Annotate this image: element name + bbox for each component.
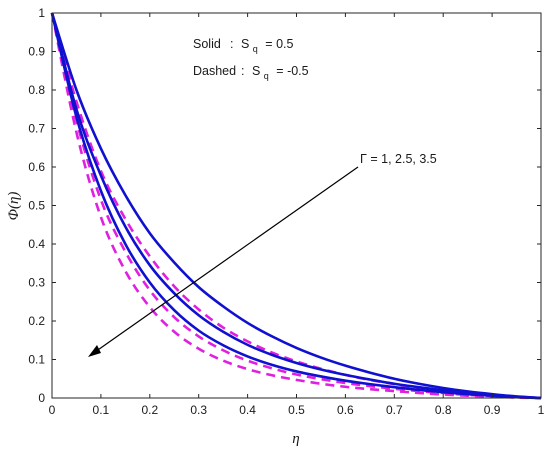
solid-subscript: q [253, 44, 258, 54]
solid-annotation: Solid : S q = 0.5 [193, 37, 293, 55]
gamma-arrow-line [94, 166, 359, 353]
y-tick-label: 0.1 [28, 353, 45, 367]
x-tick-label: 0.8 [435, 403, 452, 417]
x-axis-label: η [292, 431, 299, 447]
x-tick-label: 0.1 [93, 403, 110, 417]
y-tick-label: 0.6 [28, 160, 45, 174]
y-tick-label: 0.4 [28, 237, 45, 251]
solid-separator: : [230, 37, 233, 51]
y-tick-label: 0.8 [28, 83, 45, 97]
dashed-subscript: q [264, 71, 269, 81]
y-tick-label: 0 [38, 391, 45, 405]
x-tick-label: 0.5 [288, 403, 305, 417]
dashed-value: = -0.5 [276, 64, 308, 78]
solid-value: = 0.5 [265, 37, 293, 51]
solid-symbol: S [241, 37, 249, 51]
x-tick-label: 0.6 [337, 403, 354, 417]
gamma-arrow: Γ = 1, 2.5, 3.5 [88, 152, 437, 357]
y-tick-label: 0.9 [28, 45, 45, 59]
dashed-separator: : [241, 64, 244, 78]
x-tick-label: 0.9 [484, 403, 501, 417]
dashed-symbol: S [252, 64, 260, 78]
x-tick-label: 0.3 [190, 403, 207, 417]
y-tick-label: 1 [38, 6, 45, 20]
gamma-arrow-label: Γ = 1, 2.5, 3.5 [360, 152, 437, 166]
y-tick-label: 0.2 [28, 314, 45, 328]
y-axis-label: Φ(η) [6, 192, 22, 221]
dashed-annotation: Dashed : S q = -0.5 [193, 64, 309, 82]
y-tick-label: 0.3 [28, 276, 45, 290]
series-line-solid-3 [50, 12, 542, 400]
y-tick-label: 0.7 [28, 122, 45, 136]
series-line-solid-2 [50, 12, 542, 400]
y-tick-label: 0.5 [28, 199, 45, 213]
x-tick-label: 1 [538, 403, 545, 417]
x-tick-label: 0.2 [141, 403, 158, 417]
gamma-arrowhead-icon [88, 345, 101, 357]
dashed-label: Dashed [193, 64, 236, 78]
solid-label: Solid [193, 37, 221, 51]
axis-ticks: 0 0.1 0.2 0.3 0.4 0.5 0.6 0.7 0.8 0.9 1 0 0.1 0.2 0.3 0… [28, 6, 544, 417]
plot-lines [50, 12, 542, 400]
x-tick-label: 0.4 [239, 403, 256, 417]
legend-annotation: Solid : S q = 0.5 Dashed : S q = -0.5 [193, 37, 309, 82]
x-tick-label: 0.7 [386, 403, 403, 417]
x-tick-label: 0 [49, 403, 56, 417]
series-line-solid-1 [50, 12, 542, 400]
